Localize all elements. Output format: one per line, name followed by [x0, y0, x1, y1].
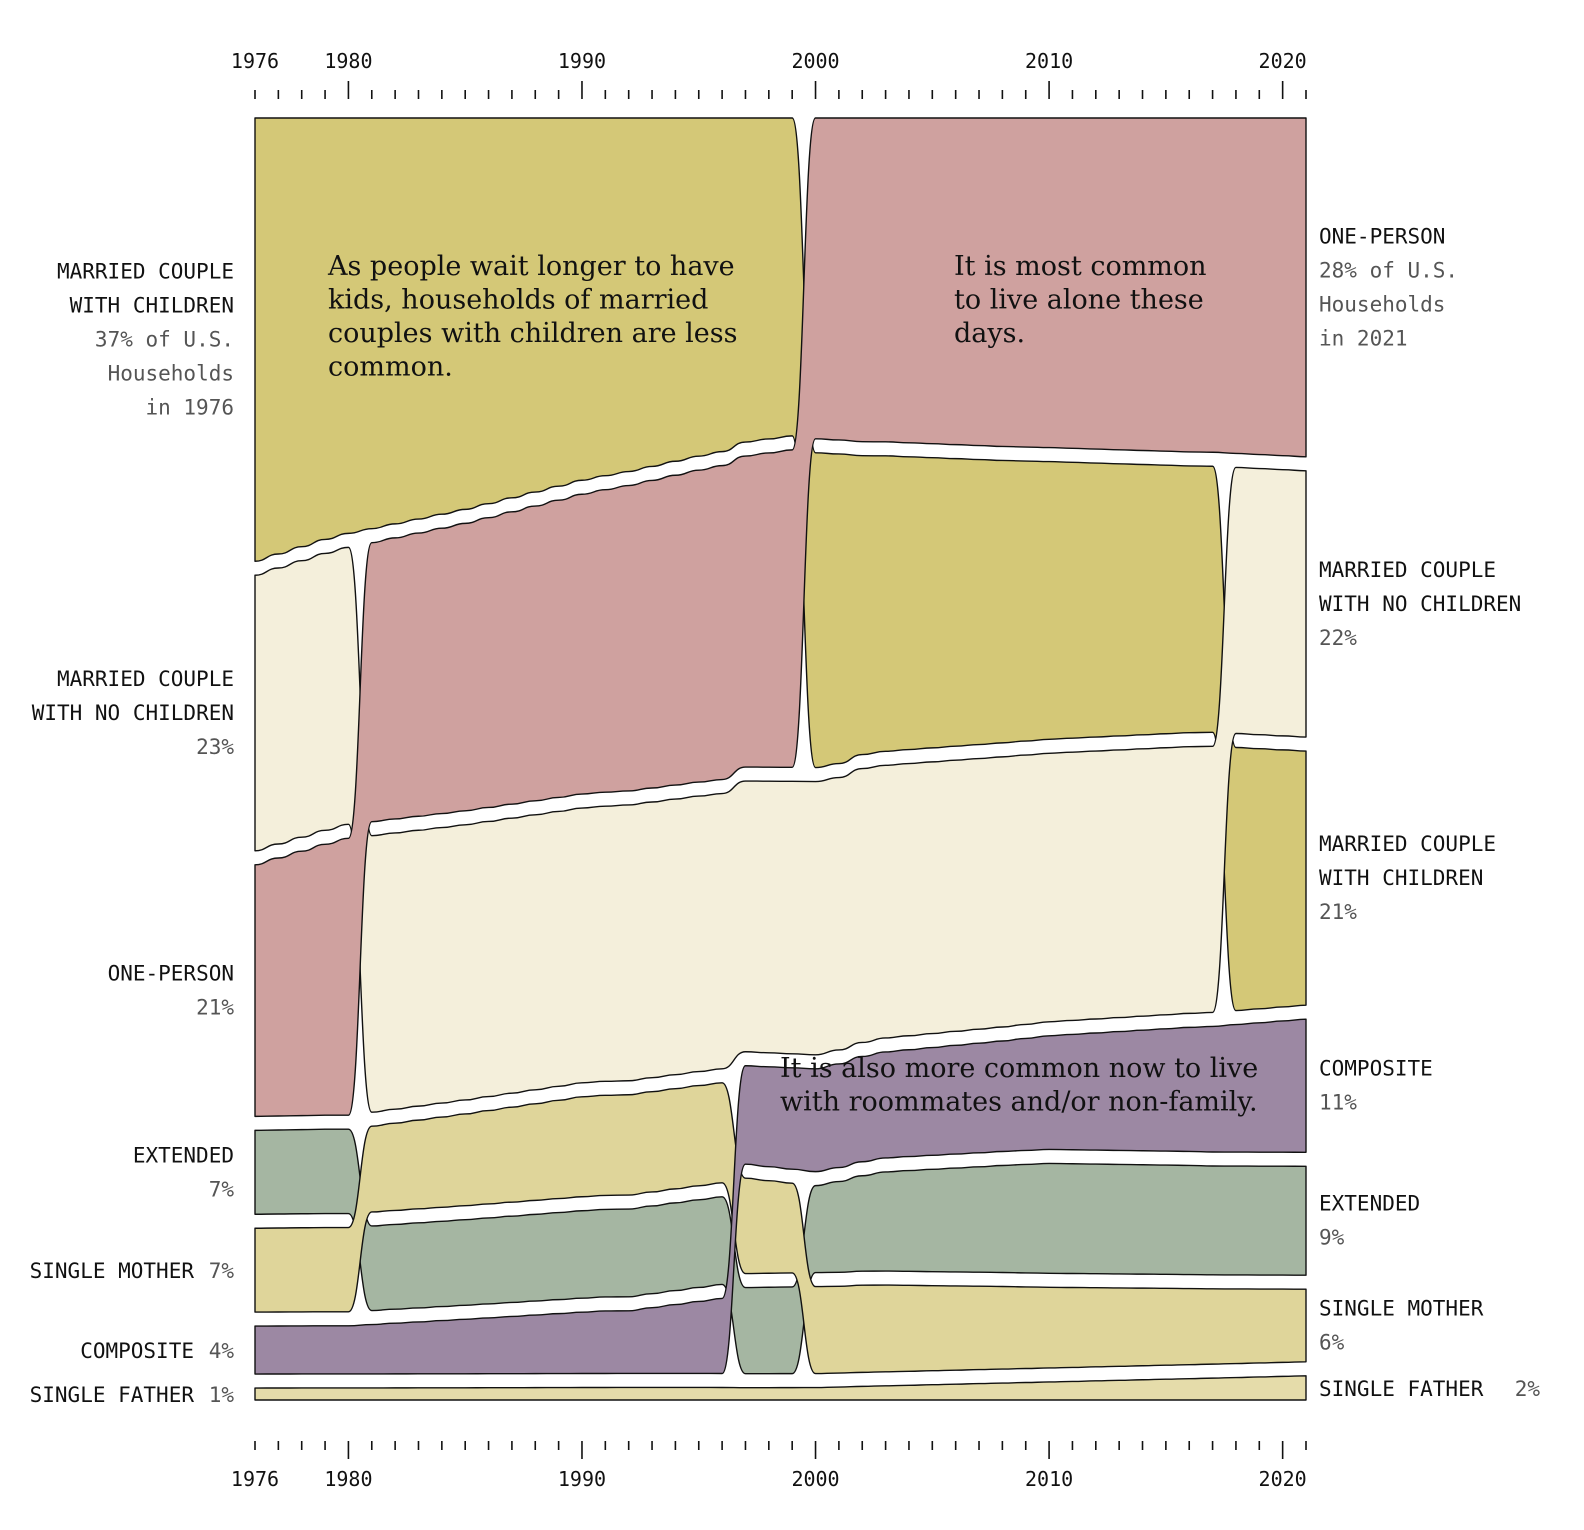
axis-tick-label-top: 1980	[324, 49, 372, 73]
annotation-line: with roommates and/or non-family.	[780, 1087, 1258, 1118]
right-label-married-no-children: MARRIED COUPLE WITH NO CHILDREN 22%	[1319, 558, 1521, 650]
right-label-married-children: MARRIED COUPLE WITH CHILDREN 21%	[1319, 832, 1496, 924]
label-value: in 2021	[1319, 326, 1408, 350]
annotation-line: days.	[954, 318, 1025, 349]
annotation-line: to live alone these	[954, 285, 1204, 316]
label-value: 28% of U.S.	[1319, 258, 1458, 282]
axis-tick-label-top: 1990	[558, 49, 606, 73]
band-married-children	[254, 117, 1307, 1012]
label-name: MARRIED COUPLE	[1319, 832, 1496, 856]
annotation-line: common.	[328, 352, 453, 383]
right-label-composite: COMPOSITE 11%	[1319, 1057, 1433, 1115]
band-composite	[254, 1018, 1307, 1375]
annotation-line: kids, households of married	[328, 285, 708, 316]
label-value: 37% of U.S.	[95, 328, 234, 352]
left-label-single-father: 1% SINGLE FATHER	[30, 1383, 235, 1407]
band-single-mother	[254, 1082, 1307, 1375]
label-value: in 1976	[145, 396, 234, 420]
left-label-married-no-children: MARRIED COUPLE WITH NO CHILDREN 23%	[32, 667, 235, 759]
label-name: ONE-PERSON	[108, 962, 234, 986]
right-label-one-person: ONE-PERSON 28% of U.S. Households in 2021	[1319, 224, 1458, 350]
label-name: SINGLE MOTHER	[30, 1259, 195, 1283]
label-value: 23%	[196, 735, 234, 759]
left-label-single-mother: 7% SINGLE MOTHER	[30, 1259, 235, 1283]
axis-tick-label-bottom: 1976	[231, 1467, 279, 1491]
label-value: 21%	[196, 996, 234, 1020]
axis-tick-label-top: 2000	[791, 49, 839, 73]
label-value: Households	[108, 362, 234, 386]
right-label-single-mother: SINGLE MOTHER 6%	[1319, 1296, 1484, 1354]
label-name: WITH NO CHILDREN	[1319, 592, 1521, 616]
label-value: 7%	[209, 1259, 235, 1283]
label-name: MARRIED COUPLE	[57, 667, 234, 691]
axis-tick-label-bottom: 2000	[791, 1467, 839, 1491]
label-name: WITH CHILDREN	[1319, 866, 1483, 890]
label-value: 9%	[1319, 1226, 1345, 1250]
annotation-line: It is also more common now to live	[780, 1053, 1258, 1084]
axis-tick-label-bottom: 2020	[1259, 1467, 1307, 1491]
axis-tick-label-top: 2020	[1259, 49, 1307, 73]
right-label-single-father: SINGLE FATHER 2%	[1319, 1377, 1540, 1401]
band-single-father	[254, 1375, 1307, 1401]
axis-tick-label-bottom: 2010	[1025, 1467, 1073, 1491]
label-value: 6%	[1319, 1330, 1345, 1354]
band-extended	[254, 1128, 1307, 1375]
label-name: WITH CHILDREN	[70, 294, 234, 318]
axis-tick-label-bottom: 1990	[558, 1467, 606, 1491]
band-one-person	[254, 117, 1307, 1118]
label-name: MARRIED COUPLE	[1319, 558, 1496, 582]
left-label-composite: 4% COMPOSITE	[80, 1339, 234, 1363]
left-label-extended: EXTENDED 7%	[133, 1143, 235, 1201]
axis-tick-label-top: 1976	[231, 49, 279, 73]
label-name: EXTENDED	[1319, 1192, 1420, 1216]
label-name: SINGLE FATHER	[30, 1383, 195, 1407]
label-value: 2%	[1515, 1377, 1541, 1401]
axis-tick-label-top: 2010	[1025, 49, 1073, 73]
labels-layer: MARRIED COUPLE WITH CHILDREN 37% of U.S. Ho…	[30, 224, 1541, 1407]
left-label-one-person: ONE-PERSON 21%	[108, 962, 235, 1020]
label-name: MARRIED COUPLE	[57, 260, 234, 284]
annotation-line: couples with children are less	[328, 318, 737, 349]
label-value: 22%	[1319, 626, 1357, 650]
annotation-line: It is most common	[954, 251, 1207, 282]
annotation-line: As people wait longer to have	[327, 251, 735, 282]
bands-layer	[254, 117, 1307, 1401]
label-name: COMPOSITE	[1319, 1057, 1433, 1081]
label-value: 11%	[1319, 1091, 1357, 1115]
label-value: Households	[1319, 292, 1445, 316]
label-value: 21%	[1319, 900, 1357, 924]
label-name: WITH NO CHILDREN	[32, 701, 234, 725]
label-name: EXTENDED	[133, 1143, 234, 1167]
label-value: 1%	[209, 1383, 235, 1407]
label-name: SINGLE MOTHER	[1319, 1296, 1484, 1320]
label-value: 4%	[209, 1339, 235, 1363]
band-married-no-children	[254, 466, 1307, 1113]
left-label-married-children: MARRIED COUPLE WITH CHILDREN 37% of U.S. Ho…	[57, 260, 234, 420]
label-name: COMPOSITE	[80, 1339, 194, 1363]
label-value: 7%	[209, 1177, 235, 1201]
label-name: ONE-PERSON	[1319, 224, 1445, 248]
right-label-extended: EXTENDED 9%	[1319, 1192, 1420, 1250]
label-name: SINGLE FATHER	[1319, 1377, 1484, 1401]
axis-tick-label-bottom: 1980	[324, 1467, 372, 1491]
axes-layer: 1976 1976 1980 1980 1990 1990 2000 2000 2010 2010…	[231, 49, 1307, 1491]
